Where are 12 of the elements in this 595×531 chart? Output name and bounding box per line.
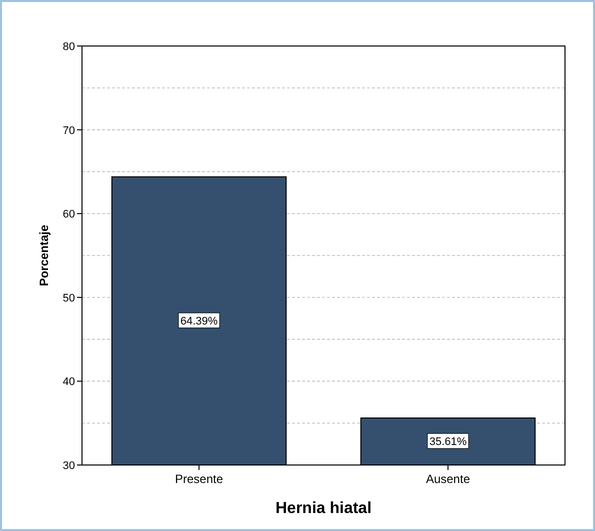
x-tick-label: Ausente <box>426 472 470 486</box>
y-tick-label: 70 <box>62 124 75 137</box>
y-axis-title: Porcentaje <box>37 224 51 286</box>
y-tick-label: 50 <box>62 292 75 304</box>
y-tick-label: 80 <box>62 41 75 53</box>
x-axis-title: Hernia hiatal <box>275 500 372 517</box>
data-label: 64.39% <box>180 315 218 328</box>
y-tick-label: 60 <box>62 208 75 221</box>
y-tick-label: 30 <box>62 460 75 472</box>
y-tick-label: 40 <box>62 376 75 388</box>
x-tick-label: Presente <box>175 472 224 486</box>
data-label: 35.61% <box>429 436 467 448</box>
